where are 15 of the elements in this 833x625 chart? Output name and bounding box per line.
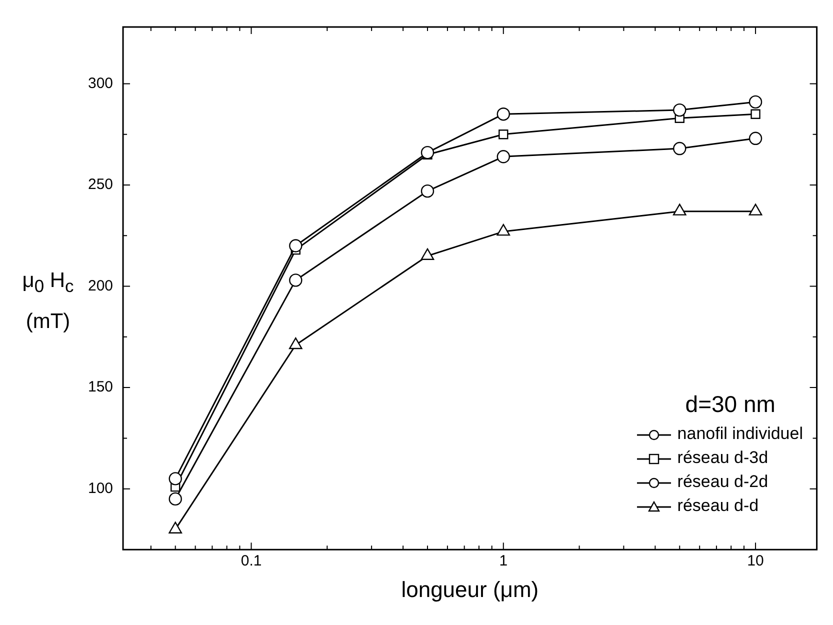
legend-label: réseau d-2d bbox=[676, 471, 770, 493]
y-axis-title: μ$_{0}$ H$_{c}$ (mT) bbox=[21, 268, 75, 336]
legend-title: d=30 nm bbox=[684, 391, 776, 418]
x-tick-label: 10 bbox=[747, 552, 764, 570]
y-tick-label: 200 bbox=[88, 277, 114, 294]
y-tick-label: 300 bbox=[88, 74, 114, 92]
x-axis-title: longueur (μm) bbox=[401, 576, 539, 602]
y-tick-label: 250 bbox=[88, 176, 114, 194]
legend-label: nanofil individuel bbox=[676, 423, 803, 445]
legend-label: réseau d-d bbox=[676, 495, 760, 517]
legend-label: réseau d-3d bbox=[676, 447, 770, 469]
y-tick-label: 150 bbox=[88, 378, 114, 396]
x-tick-label: 1 bbox=[499, 552, 508, 570]
x-tick-label: 0.1 bbox=[240, 552, 262, 570]
y-tick-label: 100 bbox=[88, 480, 114, 497]
